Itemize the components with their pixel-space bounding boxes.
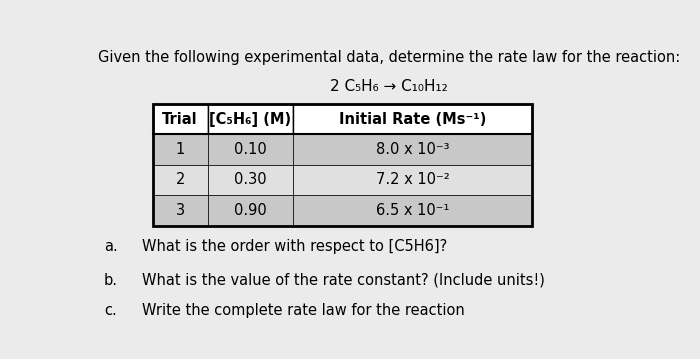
Bar — [208, 195, 293, 225]
Text: Given the following experimental data, determine the rate law for the reaction:: Given the following experimental data, d… — [98, 50, 680, 65]
Text: 3: 3 — [176, 203, 185, 218]
Bar — [208, 165, 293, 195]
Text: 2: 2 — [176, 172, 185, 187]
Text: [C₅H₆] (M): [C₅H₆] (M) — [209, 112, 291, 127]
Text: Write the complete rate law for the reaction: Write the complete rate law for the reac… — [141, 303, 465, 318]
Bar — [293, 104, 533, 134]
Bar — [153, 104, 533, 225]
Bar — [153, 104, 208, 134]
Bar — [208, 134, 293, 165]
Text: 6.5 x 10⁻¹: 6.5 x 10⁻¹ — [376, 203, 449, 218]
Bar — [293, 165, 533, 195]
Text: b.: b. — [104, 272, 118, 288]
Text: a.: a. — [104, 239, 118, 254]
Text: What is the value of the rate constant? (Include units!): What is the value of the rate constant? … — [141, 272, 545, 288]
Text: 8.0 x 10⁻³: 8.0 x 10⁻³ — [376, 142, 449, 157]
Bar — [153, 134, 208, 165]
Text: 0.90: 0.90 — [234, 203, 267, 218]
Bar — [208, 104, 293, 134]
Text: Initial Rate (Ms⁻¹): Initial Rate (Ms⁻¹) — [339, 112, 486, 127]
Bar — [293, 195, 533, 225]
Text: 2 C₅H₆ → C₁₀H₁₂: 2 C₅H₆ → C₁₀H₁₂ — [330, 79, 447, 94]
Text: 7.2 x 10⁻²: 7.2 x 10⁻² — [376, 172, 449, 187]
Bar — [293, 134, 533, 165]
Text: 0.10: 0.10 — [234, 142, 267, 157]
Text: 0.30: 0.30 — [234, 172, 267, 187]
Text: c.: c. — [104, 303, 116, 318]
Text: 1: 1 — [176, 142, 185, 157]
Text: What is the order with respect to [C5H6]?: What is the order with respect to [C5H6]… — [141, 239, 447, 254]
Text: Trial: Trial — [162, 112, 198, 127]
Bar — [153, 165, 208, 195]
Bar — [153, 195, 208, 225]
